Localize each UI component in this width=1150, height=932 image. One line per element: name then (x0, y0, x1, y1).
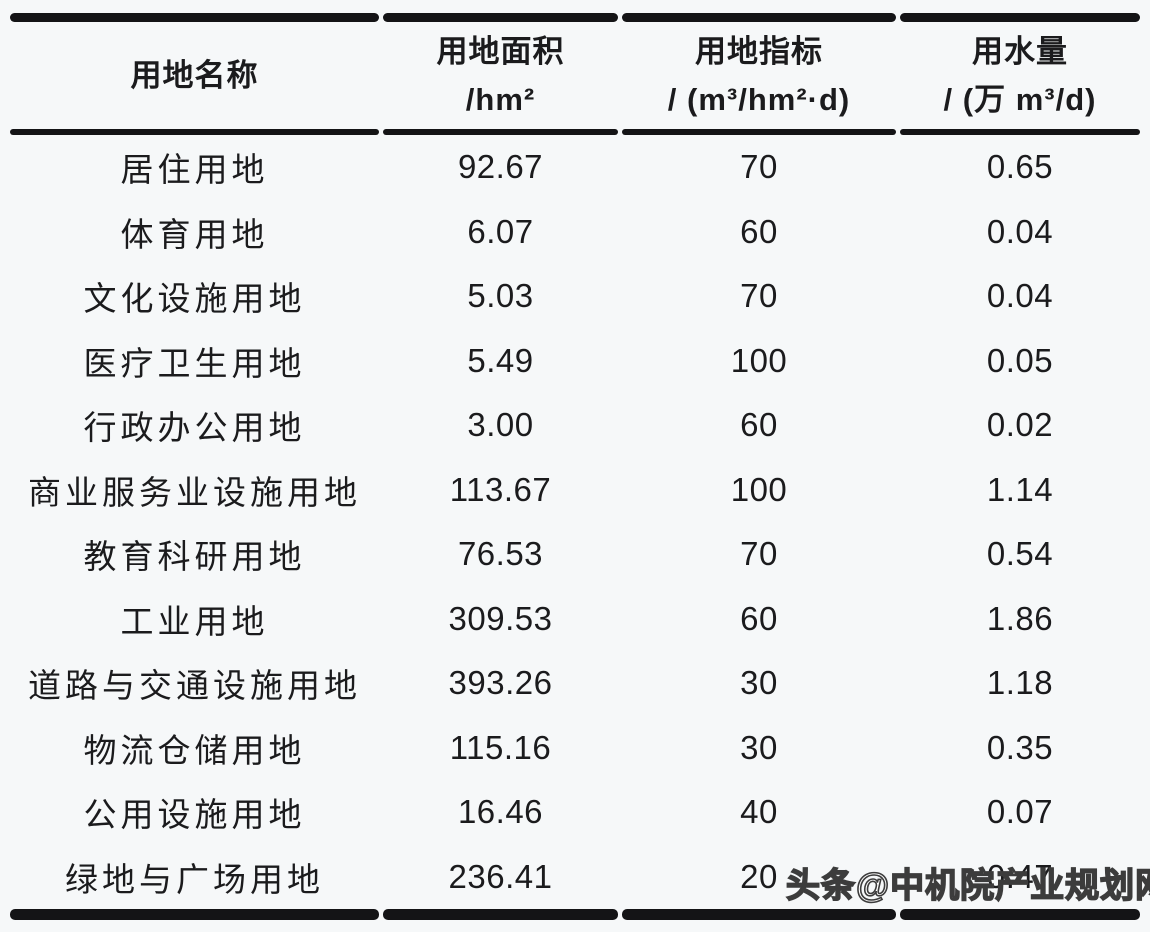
cell-land-index: 70 (740, 277, 778, 315)
border-segment (900, 129, 1140, 135)
cell-water-consumption: 0.05 (986, 341, 1054, 379)
cell-land-use-name: 文化设施用地 (83, 280, 306, 318)
cell-water-consumption: 0.35 (986, 728, 1054, 766)
cell-land-use-name: 行政办公用地 (83, 409, 306, 447)
header-unit: / (万 m³/d) (943, 81, 1097, 117)
header-label: 用水量 (972, 33, 1068, 69)
header-water-consumption: 用水量 / (万 m³/d) (898, 22, 1142, 129)
cell-water-consumption: 0.04 (986, 277, 1054, 315)
cell-water-consumption: 0.07 (986, 793, 1054, 831)
cell-land-area: 5.49 (467, 341, 534, 379)
cell-land-area: 16.46 (457, 793, 544, 831)
border-segment (900, 909, 1140, 920)
border-segment (383, 13, 618, 22)
border-segment (10, 909, 379, 920)
cell-land-index: 30 (740, 728, 778, 766)
header-land-use-name: 用地名称 (8, 22, 381, 129)
cell-water-consumption: 0.47 (986, 857, 1054, 895)
cell-water-consumption: 1.14 (986, 470, 1054, 508)
border-segment (383, 909, 618, 920)
cell-land-use-name: 公用设施用地 (83, 796, 306, 834)
cell-land-area: 113.67 (449, 470, 552, 508)
cell-water-consumption: 0.65 (986, 148, 1054, 186)
toutiao-watermark: 头条@中机院产业规划网 (785, 866, 1150, 906)
header-label: 用地面积 (436, 33, 565, 69)
cell-land-use-name: 商业服务业设施用地 (28, 473, 361, 511)
header-land-index: 用地指标 / (m³/hm²·d) (620, 22, 898, 129)
table-header-row: 用地名称 用地面积 /hm² 用地指标 / (m³/hm²·d) 用水量 / (… (8, 22, 1142, 129)
cell-land-index: 100 (730, 470, 788, 508)
border-segment (622, 129, 896, 135)
cell-land-area: 6.07 (467, 212, 534, 250)
water-demand-table: 用地名称 用地面积 /hm² 用地指标 / (m³/hm²·d) 用水量 / (… (8, 13, 1142, 920)
cell-water-consumption: 1.86 (986, 599, 1054, 637)
header-label: 用地名称 (130, 57, 259, 93)
cell-land-index: 70 (740, 535, 778, 573)
cell-land-index: 60 (740, 406, 778, 444)
table-bottom-border (8, 909, 1142, 920)
cell-land-use-name: 医疗卫生用地 (83, 344, 306, 382)
cell-land-area: 393.26 (448, 664, 553, 702)
cell-water-consumption: 0.04 (986, 212, 1054, 250)
header-land-area: 用地面积 /hm² (381, 22, 620, 129)
cell-land-use-name: 教育科研用地 (83, 538, 306, 576)
border-segment (383, 129, 618, 135)
cell-land-area: 115.16 (449, 728, 552, 766)
table-top-border (8, 13, 1142, 22)
cell-land-index: 40 (740, 793, 778, 831)
cell-land-use-name: 物流仓储用地 (83, 731, 306, 769)
cell-land-use-name: 道路与交通设施用地 (28, 667, 361, 705)
border-segment (622, 13, 896, 22)
cell-land-use-name: 体育用地 (120, 215, 269, 253)
cell-land-index: 30 (740, 664, 778, 702)
cell-land-index: 70 (740, 148, 778, 186)
cell-land-area: 236.41 (448, 857, 553, 895)
border-segment (622, 909, 896, 920)
cell-water-consumption: 0.54 (986, 535, 1054, 573)
cell-land-index: 100 (730, 341, 788, 379)
cell-land-use-name: 居住用地 (120, 151, 269, 189)
cell-land-area: 3.00 (467, 406, 534, 444)
cell-land-index: 60 (740, 212, 778, 250)
header-separator (8, 129, 1142, 135)
header-unit: / (m³/hm²·d) (667, 81, 851, 117)
header-label: 用地指标 (695, 33, 823, 69)
cell-land-index: 60 (740, 599, 778, 637)
cell-land-area: 76.53 (457, 535, 544, 573)
cell-land-area: 92.67 (457, 148, 544, 186)
cell-land-use-name: 绿地与广场用地 (65, 860, 324, 898)
cell-water-consumption: 0.02 (986, 406, 1054, 444)
cell-land-area: 309.53 (448, 599, 553, 637)
cell-land-index: 20 (740, 857, 778, 895)
border-segment (900, 13, 1140, 22)
cell-land-use-name: 工业用地 (120, 602, 269, 640)
cell-water-consumption: 1.18 (986, 664, 1054, 702)
header-unit: /hm² (465, 81, 536, 117)
border-segment (10, 129, 379, 135)
table-body: 居住用地 92.67 70 0.65 体育用地 6.07 60 0.04 文化设… (8, 135, 1142, 909)
cell-land-area: 5.03 (467, 277, 534, 315)
border-segment (10, 13, 379, 22)
